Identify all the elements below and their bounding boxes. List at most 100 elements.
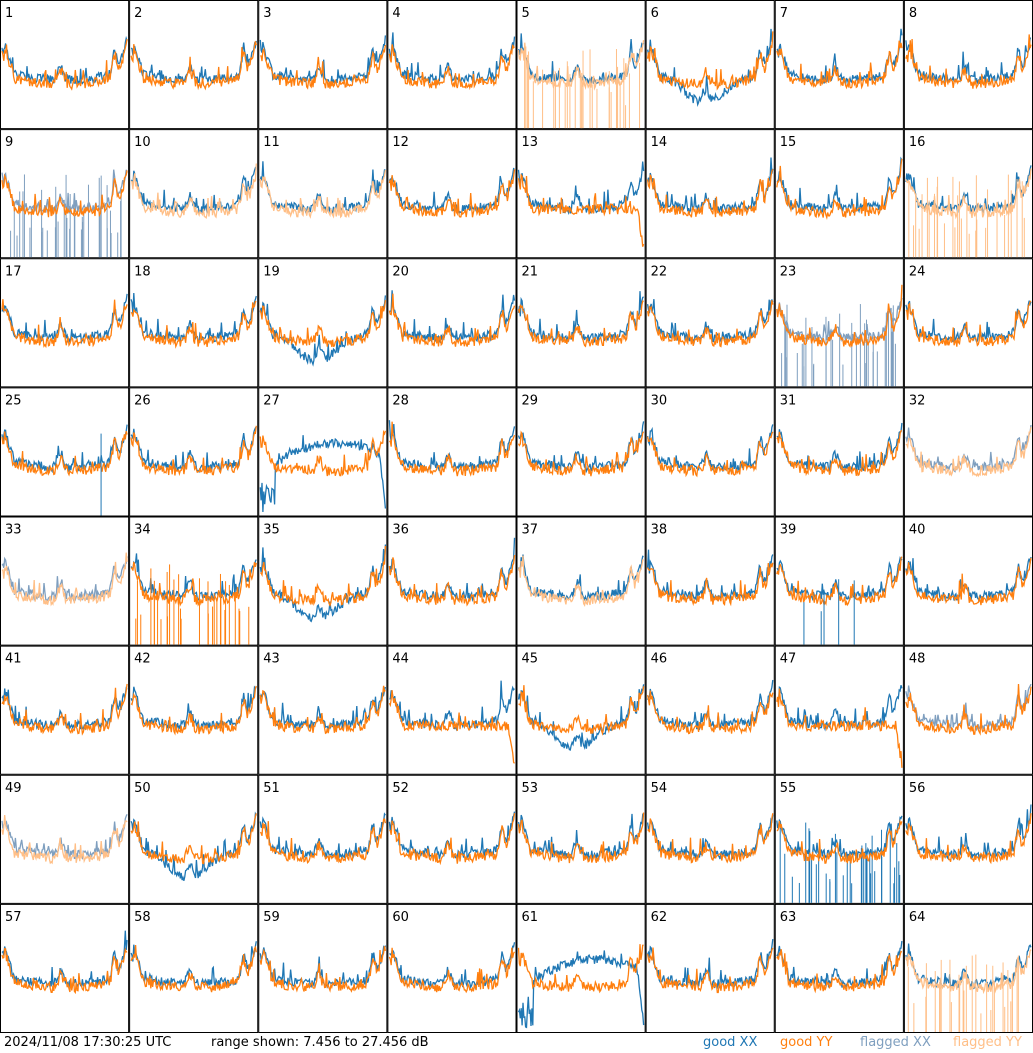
series-xx-line — [905, 300, 1032, 344]
panel-label: 57 — [5, 910, 22, 925]
panel-label: 59 — [263, 910, 280, 925]
panel-label: 62 — [651, 910, 668, 925]
panel-30: 30 — [645, 387, 775, 517]
panel-border — [516, 645, 646, 775]
panel-border — [516, 129, 646, 259]
series-yy-line — [776, 949, 903, 994]
series-yy-line — [259, 300, 387, 348]
panel-label: 61 — [522, 910, 539, 925]
panel-border — [258, 129, 388, 259]
panel-border — [0, 258, 130, 388]
series-yy-line — [646, 690, 774, 735]
panel-9: 9 — [0, 129, 130, 259]
panel-label: 60 — [392, 910, 409, 925]
panel-border — [258, 903, 388, 1033]
panel-border — [258, 774, 388, 904]
series-xx-line — [646, 298, 774, 345]
panel-border — [129, 258, 259, 388]
series-xx-line — [130, 941, 257, 989]
series-xx-line — [905, 683, 1032, 732]
panel-label: 26 — [134, 393, 151, 408]
panel-border — [258, 0, 388, 130]
panel-border — [774, 258, 904, 388]
series-xx-line — [776, 940, 903, 990]
panel-border — [774, 774, 904, 904]
panel-border — [0, 516, 130, 646]
panel-border — [645, 387, 775, 517]
panel-label: 10 — [134, 135, 151, 150]
panel-border — [258, 645, 388, 775]
series-yy-line — [259, 818, 387, 865]
panel-label: 11 — [263, 135, 280, 150]
panel-label: 55 — [780, 781, 797, 796]
panel-12: 12 — [387, 129, 517, 259]
panel-label: 18 — [134, 264, 151, 279]
series-yy-line — [905, 683, 1032, 736]
panel-40: 40 — [903, 516, 1033, 646]
series-yy-line — [905, 813, 1032, 865]
panel-border — [0, 903, 130, 1033]
panel-59: 59 — [258, 903, 388, 1033]
panel-label: 36 — [392, 523, 409, 538]
panel-border — [0, 774, 130, 904]
legend-flagged-xx: flagged XX — [860, 1035, 931, 1050]
series-yy-line — [260, 545, 387, 607]
panel-border — [387, 387, 517, 517]
series-yy-line — [388, 947, 516, 994]
panel-border — [387, 645, 517, 775]
panel-label: 44 — [392, 652, 409, 667]
panel-border — [774, 129, 904, 259]
panel-29: 29 — [516, 387, 646, 517]
panel-label: 46 — [651, 652, 668, 667]
panel-28: 28 — [387, 387, 517, 517]
panel-border — [258, 516, 388, 646]
panel-border — [645, 0, 775, 130]
panel-39: 39 — [774, 516, 904, 646]
panel-border — [0, 129, 130, 259]
panel-25: 25 — [0, 387, 130, 517]
panel-1: 1 — [0, 0, 130, 130]
panel-8: 8 — [903, 0, 1033, 130]
panel-label: 28 — [392, 393, 409, 408]
series-yy-line — [905, 426, 1032, 478]
panel-10: 10 — [129, 129, 259, 259]
panel-label: 13 — [522, 135, 539, 150]
panel-17: 17 — [0, 258, 130, 388]
series-yy-line — [646, 947, 774, 994]
panel-42: 42 — [129, 645, 259, 775]
panel-border — [258, 387, 388, 517]
timestamp: 2024/11/08 17:30:25 UTC — [4, 1035, 172, 1050]
panel-16: 16 — [903, 129, 1033, 259]
series-yy-line — [130, 685, 257, 736]
panel-label: 52 — [392, 781, 409, 796]
panel-border — [774, 645, 904, 775]
panel-13: 13 — [516, 129, 646, 259]
series-xx-line — [259, 544, 387, 623]
series-yy-line — [130, 425, 257, 477]
panel-label: 63 — [780, 910, 797, 925]
panel-label: 37 — [522, 523, 539, 538]
panel-label: 54 — [651, 781, 668, 796]
panel-26: 26 — [129, 387, 259, 517]
panel-label: 24 — [909, 264, 926, 279]
panel-35: 35 — [258, 516, 388, 646]
panel-32: 32 — [903, 387, 1033, 517]
panel-51: 51 — [258, 774, 388, 904]
series-yy-line — [259, 945, 387, 993]
panel-label: 64 — [909, 910, 926, 925]
series-xx-line — [130, 426, 257, 474]
panel-border — [774, 516, 904, 646]
range-text: range shown: 7.456 to 27.456 dB — [211, 1035, 429, 1050]
series-yy-line — [388, 421, 516, 477]
series-xx-line — [1, 814, 128, 860]
series-xx-line — [1, 293, 128, 345]
panel-border — [774, 903, 904, 1033]
panel-label: 7 — [780, 6, 788, 21]
panel-6: 6 — [645, 0, 775, 130]
panel-border — [645, 129, 775, 259]
panel-44: 44 — [387, 645, 517, 775]
panel-label: 49 — [5, 781, 22, 796]
panel-56: 56 — [903, 774, 1033, 904]
panel-23: 23 — [774, 258, 904, 388]
panel-border — [516, 387, 646, 517]
